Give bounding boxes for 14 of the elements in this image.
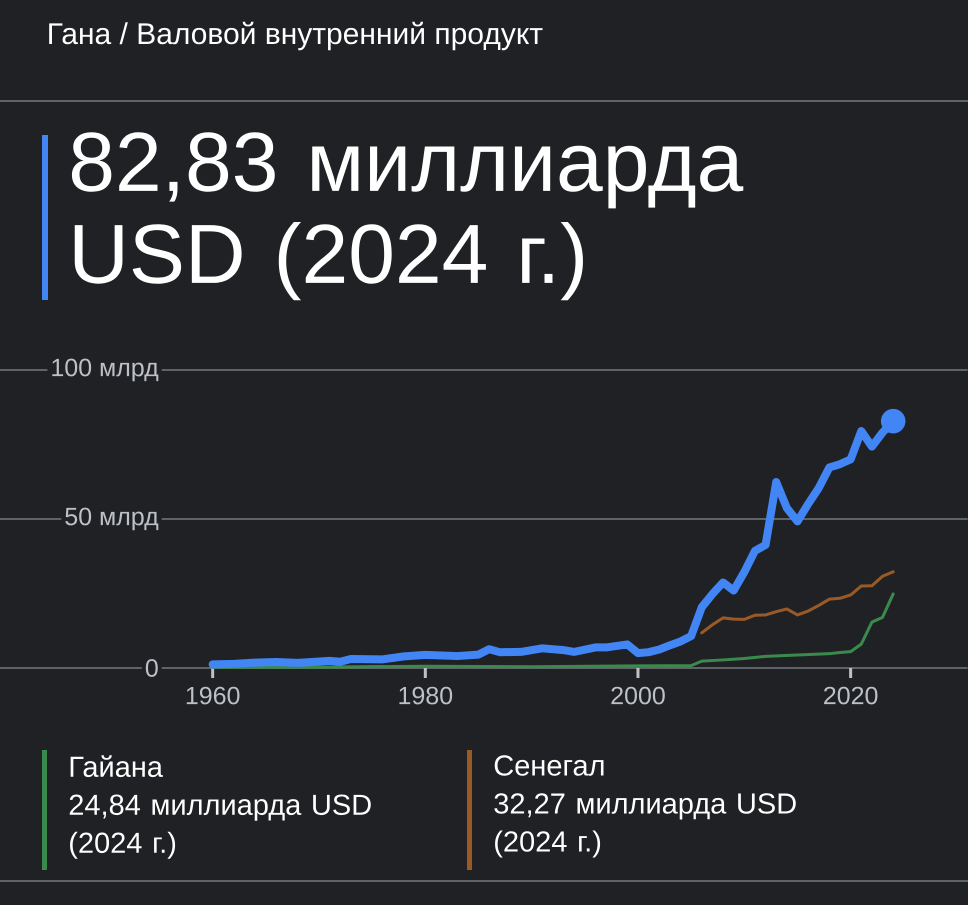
x-tick-label: 2020 [824, 686, 878, 704]
line-series [700, 570, 895, 634]
text: 32,27 миллиарда USD (2024 г.) [494, 793, 796, 858]
legend-label: Гайана [70, 755, 163, 778]
x-tick-label: 1960 [186, 686, 240, 704]
y-tick-label: 50 млрд [65, 508, 158, 530]
y-tick-label: 100 млрд [52, 358, 158, 382]
chart-subtitle: Гана / Валовой внутренний продукт [49, 22, 543, 50]
text: 24,84 миллиарда USD (2024 г.) [70, 794, 371, 859]
x-tick-label: 1980 [399, 686, 452, 704]
chart-title: 82,83 миллиарда USD (2024 г.) [72, 132, 744, 300]
y-tick-label: 0 [146, 659, 158, 677]
x-tick-label: 2000 [611, 686, 665, 704]
legend-label: Сенегал [494, 755, 604, 776]
